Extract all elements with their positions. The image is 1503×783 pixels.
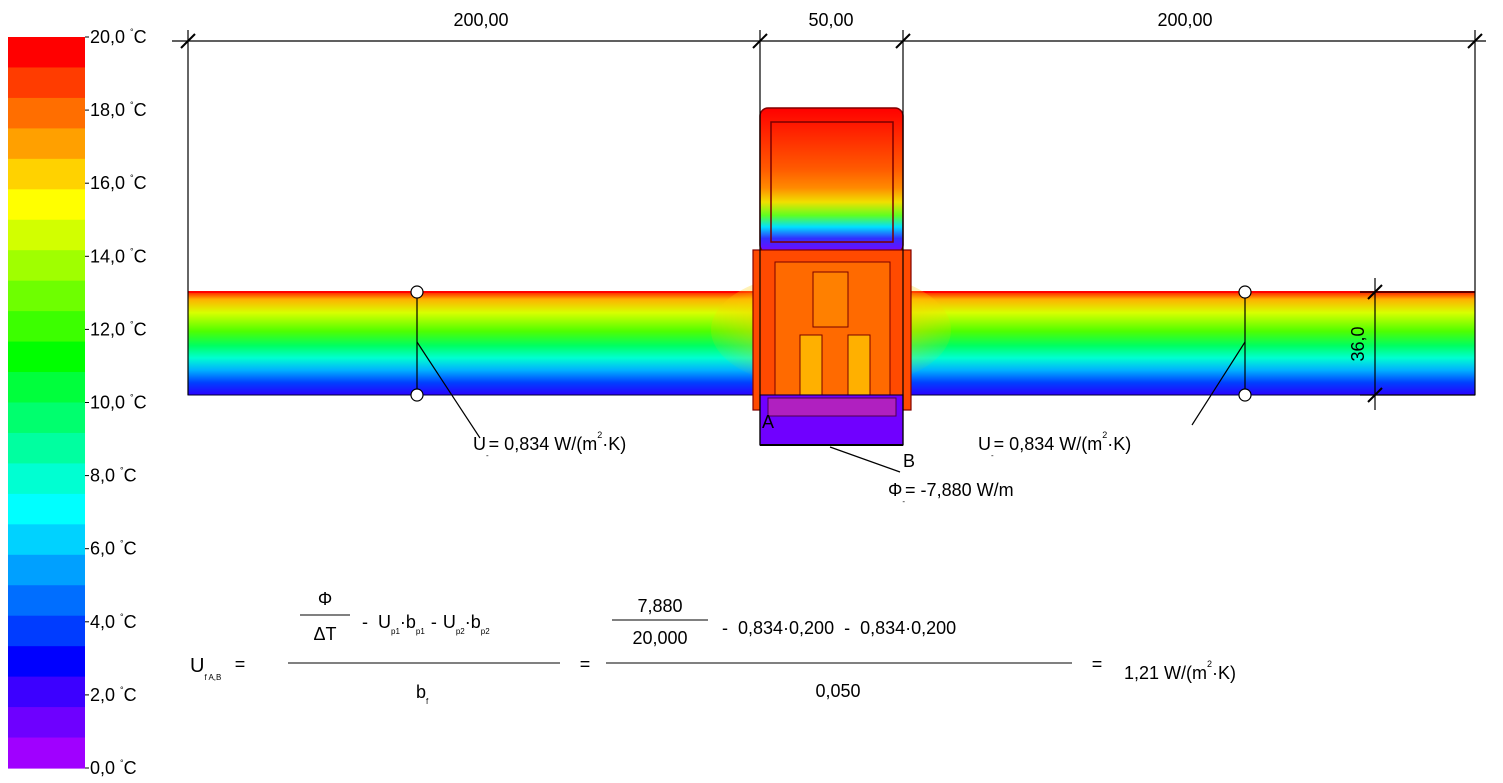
marker-left-top bbox=[410, 285, 424, 299]
formula-num-top: 7,880 bbox=[637, 596, 682, 616]
frame-chamber-center bbox=[812, 271, 849, 328]
marker-right-bottom bbox=[1238, 388, 1252, 402]
legend-swatch bbox=[8, 250, 85, 282]
formula-sym-terms: - Up1·bp1- Up2·bp2 bbox=[362, 612, 490, 636]
frame-bottom-gasket bbox=[767, 397, 897, 417]
legend-swatch bbox=[8, 189, 85, 221]
legend-tick-label: 12,0 °C bbox=[90, 319, 147, 339]
legend-swatch bbox=[8, 341, 85, 373]
frame-upper-box bbox=[759, 107, 904, 254]
legend-swatch bbox=[8, 676, 85, 708]
dim-thickness: 36,0 bbox=[1348, 326, 1368, 361]
phi-value: Φ-= -7,880 W/m bbox=[888, 480, 1014, 506]
legend-tick-label: 6,0 °C bbox=[90, 539, 137, 559]
legend-swatch bbox=[8, 646, 85, 678]
legend-swatch bbox=[8, 402, 85, 434]
temperature-scale-ticks: 20,0 °C 18,0 °C 16,0 °C 14,0 °C 12,0 °C 10,0 … bbox=[85, 27, 147, 778]
formula-result: 1,21 W/(m2·K) bbox=[1124, 659, 1236, 683]
legend-swatch bbox=[8, 554, 85, 586]
legend-tick-label: 14,0 °C bbox=[90, 246, 147, 266]
marker-left-bottom bbox=[410, 388, 424, 402]
marker-right-top bbox=[1238, 285, 1252, 299]
legend-swatch bbox=[8, 311, 85, 343]
u-factor-formula: Uf A,B = Φ ΔT - Up1·bp1- Up2·bp2 bf = 7,88… bbox=[190, 589, 1236, 706]
leader-left bbox=[416, 341, 481, 439]
legend-swatch bbox=[8, 737, 85, 769]
legend-tick-label: 4,0 °C bbox=[90, 612, 137, 632]
legend-swatch bbox=[8, 280, 85, 312]
legend-swatch bbox=[8, 615, 85, 647]
legend-tick-label: 16,0 °C bbox=[90, 173, 147, 193]
legend-swatch bbox=[8, 219, 85, 251]
dimension-lines bbox=[172, 30, 1486, 445]
legend-tick-label: 8,0 °C bbox=[90, 466, 137, 486]
formula-eq-1: = bbox=[235, 654, 246, 674]
formula-num-den: 0,050 bbox=[815, 681, 860, 701]
frame-chamber-left bbox=[799, 334, 823, 396]
legend-swatch bbox=[8, 97, 85, 129]
leader-right bbox=[1191, 341, 1246, 426]
temperature-color-scale bbox=[8, 37, 85, 769]
legend-swatch bbox=[8, 463, 85, 495]
frame-profile bbox=[752, 107, 912, 446]
formula-eq-2: = bbox=[580, 654, 591, 674]
dim-left-width: 200,00 bbox=[453, 10, 508, 30]
legend-swatch bbox=[8, 128, 85, 160]
legend-swatch bbox=[8, 67, 85, 99]
measurement-markers bbox=[410, 285, 1252, 473]
legend-tick-label: 18,0 °C bbox=[90, 100, 147, 120]
legend-swatch bbox=[8, 432, 85, 465]
legend-swatch bbox=[8, 158, 85, 190]
legend-swatch bbox=[8, 37, 85, 69]
dim-right-width: 200,00 bbox=[1157, 10, 1212, 30]
formula-eq-3: = bbox=[1092, 654, 1103, 674]
legend-tick-label: 20,0 °C bbox=[90, 27, 147, 47]
leader-phi bbox=[829, 446, 901, 473]
point-label-a: A bbox=[762, 412, 774, 432]
formula-lhs: Uf A,B bbox=[190, 655, 221, 682]
formula-sym-delta-t: ΔT bbox=[313, 624, 336, 644]
legend-tick-label: 10,0 °C bbox=[90, 393, 147, 413]
dim-mid-width: 50,00 bbox=[808, 10, 853, 30]
legend-swatch bbox=[8, 585, 85, 617]
legend-swatch bbox=[8, 707, 85, 739]
frame-upper-inner bbox=[770, 121, 894, 243]
u-value-right: U-= 0,834 W/(m2·K) bbox=[978, 430, 1131, 460]
formula-num-terms: - 0,834·0,200 - 0,834·0,200 bbox=[722, 618, 956, 638]
u-value-left: U-= 0,834 W/(m2·K) bbox=[473, 430, 626, 460]
legend-swatch bbox=[8, 524, 85, 556]
formula-sym-den: bf bbox=[416, 682, 429, 706]
frame-chamber-right bbox=[847, 334, 871, 396]
legend-swatch bbox=[8, 493, 85, 525]
legend-tick-label: 2,0 °C bbox=[90, 685, 137, 705]
point-label-b: B bbox=[903, 451, 915, 471]
legend-swatch bbox=[8, 372, 85, 404]
formula-num-bottom: 20,000 bbox=[632, 628, 687, 648]
legend-tick-label: 0,0 °C bbox=[90, 758, 137, 778]
formula-sym-phi: Φ bbox=[318, 589, 332, 609]
